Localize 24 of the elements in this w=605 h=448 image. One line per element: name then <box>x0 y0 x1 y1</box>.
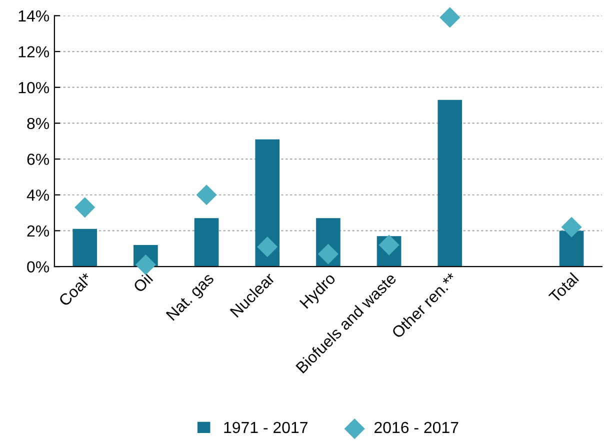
point <box>135 254 156 276</box>
y-tick-label: 8% <box>27 118 50 130</box>
bar <box>438 100 462 267</box>
point <box>196 184 217 206</box>
y-tick-label: 14% <box>18 10 50 22</box>
bar <box>72 228 98 267</box>
point <box>440 7 460 28</box>
legend-label: 2016 - 2017 <box>374 422 458 434</box>
bar <box>255 139 280 267</box>
x-tick-label: Nat. gas <box>166 272 217 324</box>
y-tick-label: 0% <box>27 261 50 273</box>
y-tick-label: 2% <box>27 225 50 237</box>
point <box>257 236 278 258</box>
bar <box>194 218 219 267</box>
x-tick-label: Oil <box>132 272 154 293</box>
point <box>561 216 582 238</box>
legend-label: 1971 - 2017 <box>224 422 308 434</box>
y-tick-label: 4% <box>26 190 50 201</box>
y-tick-label: 12% <box>18 46 50 58</box>
bar <box>559 230 584 267</box>
y-tick-label: 10% <box>18 82 50 94</box>
point <box>74 197 96 218</box>
y-tick-label: 6% <box>27 154 50 165</box>
point <box>318 244 339 264</box>
